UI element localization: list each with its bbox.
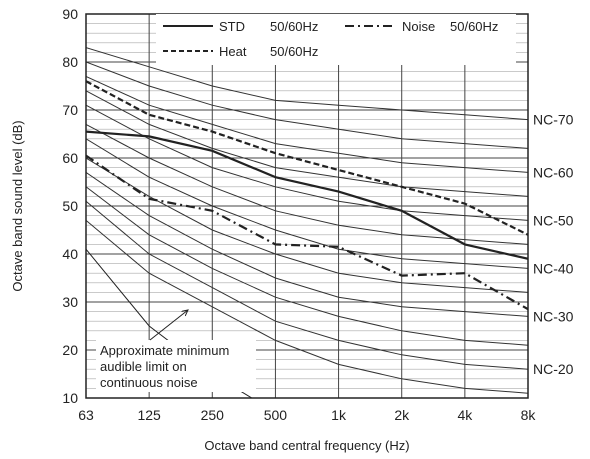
audible-limit-annotation: Approximate minimum audible limit on con… — [96, 310, 256, 392]
annotation-line-3: continuous noise — [100, 375, 198, 390]
series — [86, 80, 528, 311]
nc-curve-nc-70 — [86, 47, 528, 121]
x-tick-label: 63 — [78, 407, 94, 423]
x-tick-label: 8k — [521, 407, 537, 423]
nc-curve-nc-35 — [86, 157, 528, 293]
nc-label-bg — [530, 308, 584, 326]
nc-curve-nc-65 — [86, 61, 528, 149]
nc-label: NC-30 — [533, 308, 574, 324]
nc-label-bg — [530, 111, 584, 129]
legend-box — [156, 14, 516, 65]
x-axis-label: Octave band central frequency (Hz) — [204, 438, 409, 453]
nc-label-bg — [530, 164, 584, 182]
nc-curve-nc-20 — [86, 200, 528, 370]
x-tick-label: 1k — [331, 407, 347, 423]
nc-labels: NC-70 NC-60 NC-50 NC-40 NC-30 NC-20 — [530, 111, 584, 379]
nc-label-bg — [530, 212, 584, 230]
series-line-heat — [86, 80, 528, 236]
annotation-line-2: audible limit on — [100, 359, 187, 374]
legend-condition-heat: 50/60Hz — [270, 44, 318, 59]
legend: STD 50/60Hz Noise 50/60Hz Heat 50/60Hz — [156, 14, 516, 65]
nc-curve-nc-40 — [86, 138, 528, 269]
nc-curve-nc-30 — [86, 171, 528, 317]
legend-label-std: STD — [219, 19, 245, 34]
x-tick-label: 250 — [201, 407, 225, 423]
nc-label: NC-20 — [533, 361, 574, 377]
x-ticks: 63 125 250 500 1k 2k 4k 8k — [78, 407, 536, 423]
nc-curves — [86, 47, 528, 394]
nc-label: NC-70 — [533, 112, 574, 128]
nc-label-bg — [530, 361, 584, 379]
legend-label-noise: Noise — [402, 19, 435, 34]
nc-label: NC-50 — [533, 212, 574, 228]
y-tick-label: 80 — [62, 54, 78, 70]
y-tick-label: 90 — [62, 6, 78, 22]
annotation-arrow — [149, 310, 188, 341]
y-axis-label: Octave band sound level (dB) — [10, 120, 25, 291]
legend-label-heat: Heat — [219, 44, 247, 59]
legend-condition-noise: 50/60Hz — [450, 19, 498, 34]
y-tick-label: 60 — [62, 150, 78, 166]
x-tick-label: 2k — [394, 407, 410, 423]
x-tick-label: 125 — [137, 407, 161, 423]
nc-curve-nc-60 — [86, 75, 528, 173]
x-tick-label: 500 — [264, 407, 288, 423]
y-tick-label: 10 — [62, 390, 78, 406]
nc-curve-nc-55 — [86, 90, 528, 197]
legend-condition-std: 50/60Hz — [270, 19, 318, 34]
y-tick-label: 30 — [62, 294, 78, 310]
y-ticks: 10 20 30 40 50 60 70 80 90 — [62, 6, 78, 406]
nc-label: NC-40 — [533, 260, 574, 276]
x-tick-label: 4k — [457, 407, 473, 423]
annotation-box — [96, 340, 256, 392]
y-tick-label: 20 — [62, 342, 78, 358]
y-tick-label: 50 — [62, 198, 78, 214]
series-line-std — [86, 130, 528, 260]
nc-curve-nc-25 — [86, 186, 528, 346]
nc-curve-nc-50 — [86, 104, 528, 221]
nc-curve-nc-15 — [86, 220, 528, 394]
nc-label-bg — [530, 260, 584, 278]
nc-label: NC-60 — [533, 164, 574, 180]
annotation-line-1: Approximate minimum — [100, 343, 229, 358]
y-tick-label: 40 — [62, 246, 78, 262]
y-tick-label: 70 — [62, 102, 78, 118]
